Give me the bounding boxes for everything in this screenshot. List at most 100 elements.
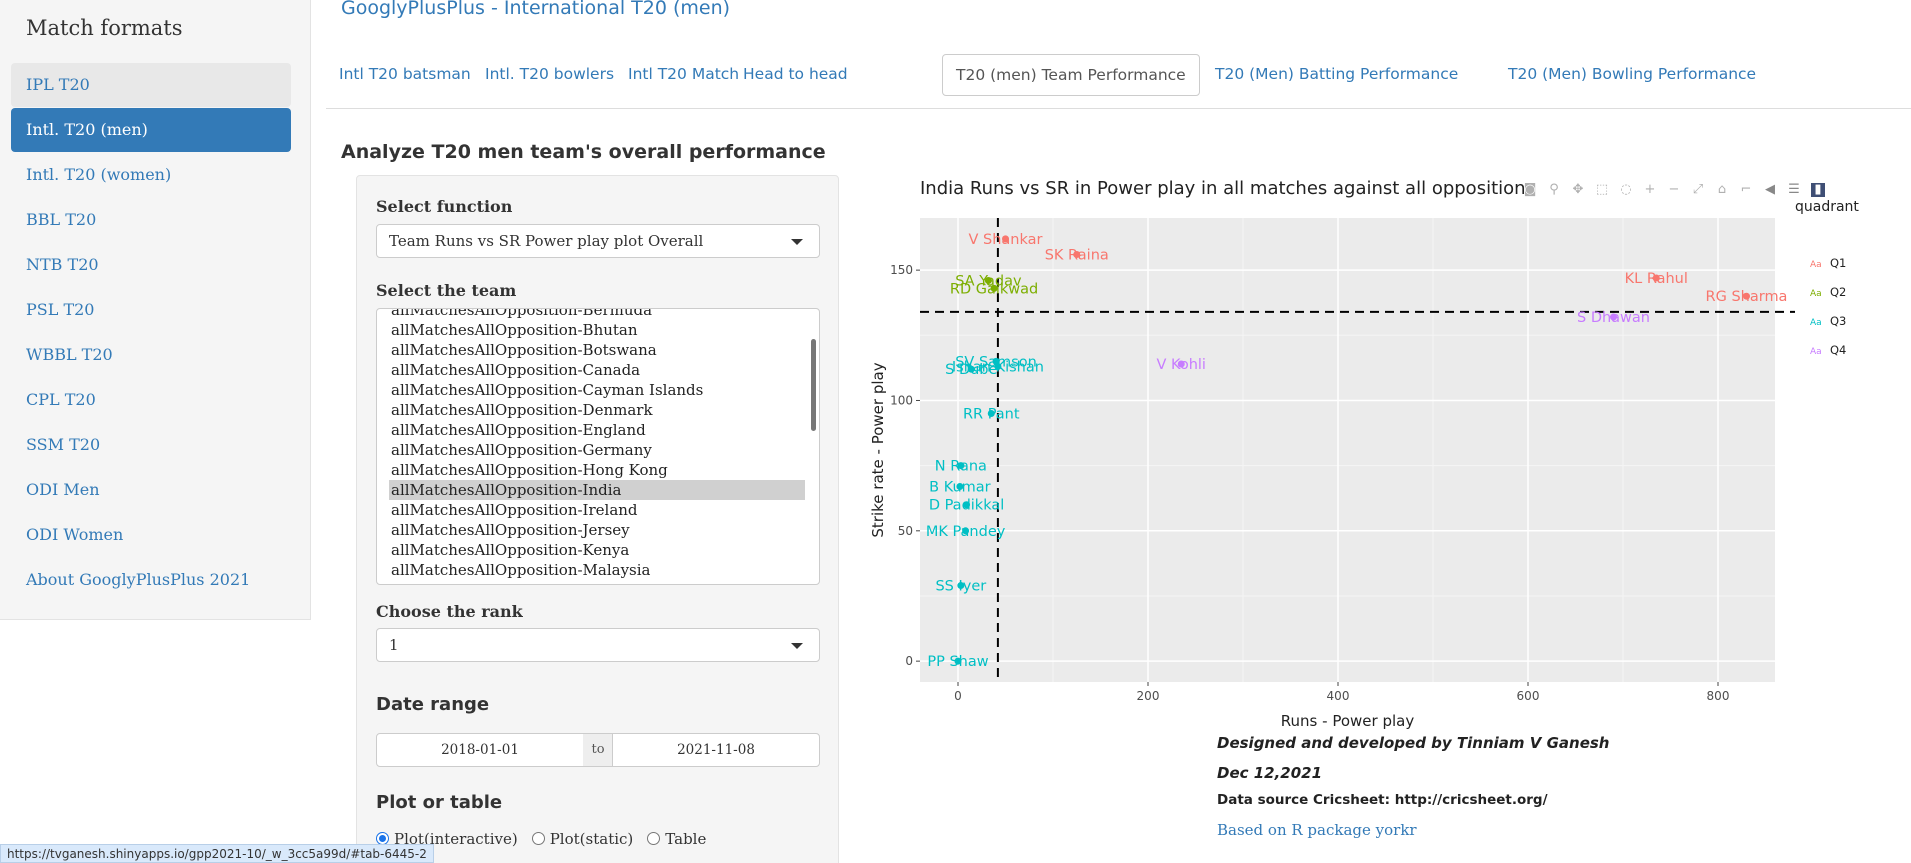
y-tick-label: 0 [905, 654, 913, 668]
sidebar-item-ntb-t20[interactable]: NTB T20 [26, 255, 99, 274]
date-to-input[interactable]: 2021-11-08 [612, 733, 820, 767]
radio-circle[interactable] [531, 832, 545, 845]
radio-plot-static[interactable]: Plot(static) [531, 830, 634, 848]
point-label: V Kohli [1157, 357, 1206, 373]
sidebar-item-cpl-t20[interactable]: CPL T20 [26, 390, 96, 409]
y-tick-label: 50 [898, 524, 913, 538]
pan-icon[interactable]: ✥ [1572, 182, 1584, 197]
select-team-label: Select the team [376, 281, 517, 300]
tab-t20-men-team-performance[interactable]: T20 (men) Team Performance [942, 54, 1200, 96]
plot-modebar: ◙ ⚲ ✥ ⬚ ◌ + − ⤢ ⌂ ⌐ ◀ ☰ ▮ [1523, 178, 1835, 198]
team-option[interactable]: allMatchesAllOpposition-Denmark [391, 401, 653, 419]
team-option[interactable]: allMatchesAllOpposition-Ireland [391, 501, 638, 519]
team-option[interactable]: allMatchesAllOpposition-Kenya [391, 541, 630, 559]
sidebar-item-bbl-t20[interactable]: BBL T20 [26, 210, 97, 229]
lasso-icon[interactable]: ◌ [1620, 182, 1632, 197]
team-option[interactable]: allMatchesAllOpposition-Malaysia [391, 561, 651, 579]
listbox-scrollbar[interactable] [811, 339, 816, 431]
legend-item-q2[interactable]: Aa Q2 [1810, 285, 1846, 299]
radio-label: Plot(interactive) [394, 830, 518, 848]
team-option[interactable]: allMatchesAllOpposition-Canada [391, 361, 641, 379]
sidebar-item-intl-t20-women[interactable]: Intl. T20 (women) [26, 165, 172, 184]
plot-title: India Runs vs SR in Power play in all ma… [920, 178, 1526, 199]
team-option[interactable]: allMatchesAllOpposition-Bermuda [391, 308, 653, 319]
spike-lines-icon[interactable]: ⌐ [1740, 182, 1752, 197]
yorkr-package-link[interactable]: Based on R package yorkr [1217, 821, 1417, 839]
team-listbox[interactable]: allMatchesAllOpposition-MaldivesallMatch… [376, 308, 820, 585]
team-option[interactable]: allMatchesAllOpposition-Hong Kong [391, 461, 668, 479]
team-option[interactable]: allMatchesAllOpposition-India [389, 480, 805, 500]
tab-intl-t20-batsman[interactable]: Intl T20 batsman [339, 65, 471, 83]
date-range-separator: to [583, 733, 613, 767]
data-point[interactable] [954, 657, 962, 665]
data-point[interactable] [987, 410, 995, 418]
sidebar-item-wbbl-t20[interactable]: WBBL T20 [26, 345, 113, 364]
hover-closest-icon[interactable]: ◀ [1765, 182, 1775, 197]
point-label: N Rana [935, 459, 987, 475]
sidebar-item-odi-men[interactable]: ODI Men [26, 480, 100, 499]
team-option[interactable]: allMatchesAllOpposition-Maldives [389, 580, 805, 584]
data-point[interactable] [984, 277, 992, 285]
rank-select[interactable]: 1 [376, 628, 820, 662]
sidebar-item-ssm-t20[interactable]: SSM T20 [26, 435, 101, 454]
point-label: RD Gaikwad [950, 281, 1038, 297]
x-tick-label: 400 [1327, 689, 1350, 703]
reset-axes-icon[interactable]: ⌂ [1717, 182, 1727, 197]
sidebar-item-odi-women[interactable]: ODI Women [26, 525, 124, 544]
autoscale-icon[interactable]: ⤢ [1692, 182, 1704, 197]
team-option[interactable]: allMatchesAllOpposition-Botswana [391, 341, 657, 359]
tab-t20-men-batting-performance[interactable]: T20 (Men) Batting Performance [1215, 65, 1459, 83]
radio-label: Plot(static) [549, 830, 634, 848]
team-option[interactable]: allMatchesAllOpposition-England [391, 421, 646, 439]
legend-item-q4[interactable]: Aa Q4 [1810, 343, 1846, 357]
sidebar-item-intl-t20-men[interactable]: Intl. T20 (men) [11, 108, 291, 152]
hover-compare-icon[interactable]: ☰ [1788, 182, 1800, 197]
zoom-icon[interactable]: ⚲ [1549, 182, 1559, 197]
box-select-icon[interactable]: ⬚ [1595, 182, 1609, 197]
sidebar-item-ipl-t20[interactable]: IPL T20 [11, 63, 291, 107]
radio-table[interactable]: Table [647, 830, 706, 848]
data-point[interactable] [956, 482, 964, 490]
zoom-in-icon[interactable]: + [1644, 182, 1656, 197]
data-point[interactable] [963, 501, 971, 509]
team-option[interactable]: allMatchesAllOpposition-Cayman Islands [391, 381, 704, 399]
tab-head-to-head[interactable]: Head to head [743, 65, 848, 83]
function-select[interactable]: Team Runs vs SR Power play plot Overall [376, 224, 820, 258]
legend-swatch: Aa [1810, 318, 1822, 328]
legend-item-q3[interactable]: Aa Q3 [1810, 314, 1846, 328]
data-point[interactable] [1610, 313, 1617, 321]
data-point[interactable] [1177, 360, 1185, 368]
team-option[interactable]: allMatchesAllOpposition-Germany [391, 441, 652, 459]
zoom-out-icon[interactable]: − [1668, 182, 1680, 197]
data-point[interactable] [957, 462, 965, 470]
radio-plot-interactive[interactable]: Plot(interactive) [376, 830, 518, 848]
team-option[interactable]: allMatchesAllOpposition-Bhutan [391, 321, 638, 339]
radio-circle[interactable] [647, 832, 661, 845]
tab-t20-men-bowling-performance[interactable]: T20 (Men) Bowling Performance [1508, 65, 1757, 83]
rank-select-value: 1 [389, 636, 399, 654]
data-point[interactable] [957, 582, 965, 590]
point-label: MK Pandey [926, 524, 1006, 540]
team-option[interactable]: allMatchesAllOpposition-Jersey [391, 521, 630, 539]
sidebar-item-about-googlyplusplus-2021[interactable]: About GooglyPlusPlus 2021 [26, 570, 251, 589]
data-point[interactable] [967, 365, 975, 373]
data-point[interactable] [962, 527, 970, 535]
designed-by-text: Designed and developed by Tinniam V Gane… [1217, 734, 1610, 752]
date-from-input[interactable]: 2018-01-01 [376, 733, 584, 767]
data-point[interactable] [994, 363, 1002, 371]
tab-intl-t20-match[interactable]: Intl T20 Match [628, 65, 740, 83]
data-point[interactable] [990, 284, 998, 292]
data-point[interactable] [1002, 235, 1009, 243]
camera-icon[interactable]: ◙ [1523, 182, 1537, 197]
x-tick-label: 200 [1137, 689, 1160, 703]
data-point[interactable] [1652, 274, 1660, 282]
tab-intl-t20-bowlers[interactable]: Intl. T20 bowlers [485, 65, 615, 83]
data-point[interactable] [1073, 250, 1081, 258]
data-point[interactable] [1743, 292, 1750, 300]
legend-item-q1[interactable]: Aa Q1 [1810, 256, 1846, 270]
plotly-logo-icon[interactable]: ▮ [1811, 183, 1825, 197]
scatter-plot[interactable]: 0 200 400 600 800 0 50 100 150 V Shankar SK Raina K… [860, 210, 1880, 740]
plot-or-table-label: Plot or table [376, 792, 503, 813]
sidebar-item-psl-t20[interactable]: PSL T20 [26, 300, 95, 319]
